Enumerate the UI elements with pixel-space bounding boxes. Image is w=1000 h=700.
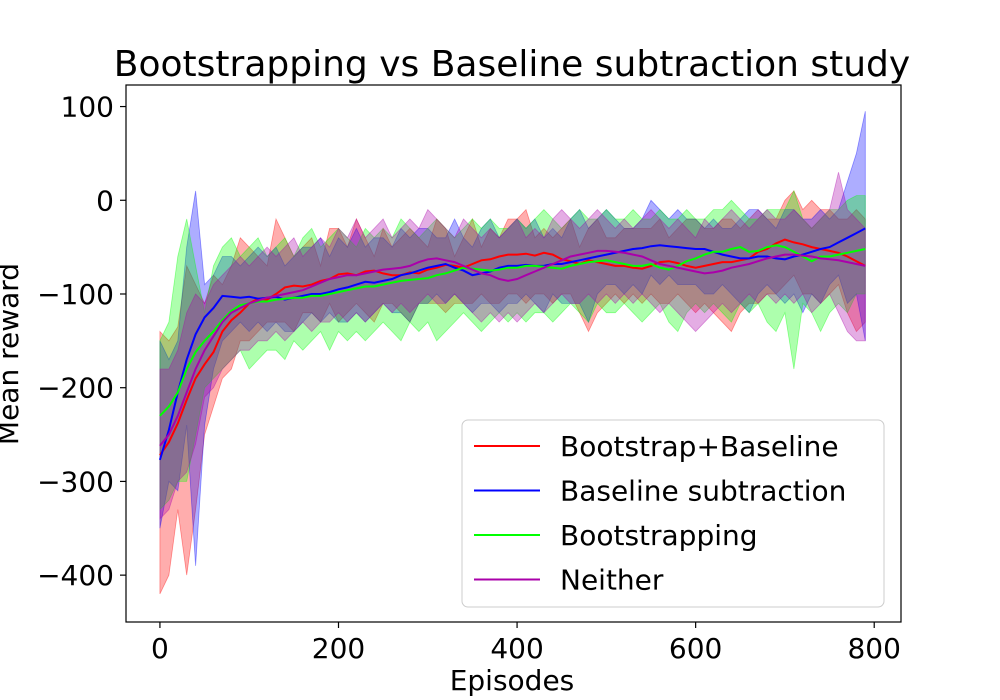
x-axis-label: Episodes [450, 664, 575, 697]
y-tick-label: −400 [37, 559, 114, 592]
legend-box [461, 419, 885, 608]
line-2 [159, 244, 866, 417]
x-tick-label: 600 [669, 632, 722, 665]
y-tick-label: 0 [96, 184, 114, 217]
line-1 [158, 227, 866, 461]
band-3 [159, 172, 866, 520]
x-tick-label: 200 [312, 632, 365, 665]
plot-frame [125, 84, 902, 623]
legend: Bootstrap+Baseline Baseline subtraction Bo… [461, 419, 885, 608]
y-tick-label: −300 [37, 465, 114, 498]
x-tick-label: 400 [490, 632, 543, 665]
x-tick-label: 0 [151, 632, 169, 665]
x-tick-label: 800 [847, 632, 900, 665]
legend-label-2: Bootstrapping [560, 519, 758, 552]
y-tick-label: −100 [37, 278, 114, 311]
y-tick-label: 100 [61, 91, 114, 124]
legend-label-3: Neither [560, 564, 664, 597]
chart-title: Bootstrapping vs Baseline subtraction st… [114, 44, 910, 85]
band-1 [159, 111, 866, 566]
legend-label-1: Baseline subtraction [560, 475, 846, 508]
x-axis-ticks: 0 200 400 600 800 [151, 622, 901, 665]
series-lines [158, 227, 866, 461]
y-axis-label: Mean reward [0, 263, 25, 445]
line-3 [159, 249, 866, 447]
legend-label-0: Bootstrap+Baseline [560, 430, 839, 463]
y-tick-label: −200 [37, 372, 114, 405]
y-axis-ticks: 100 0 −100 −200 −300 −400 [37, 91, 126, 592]
